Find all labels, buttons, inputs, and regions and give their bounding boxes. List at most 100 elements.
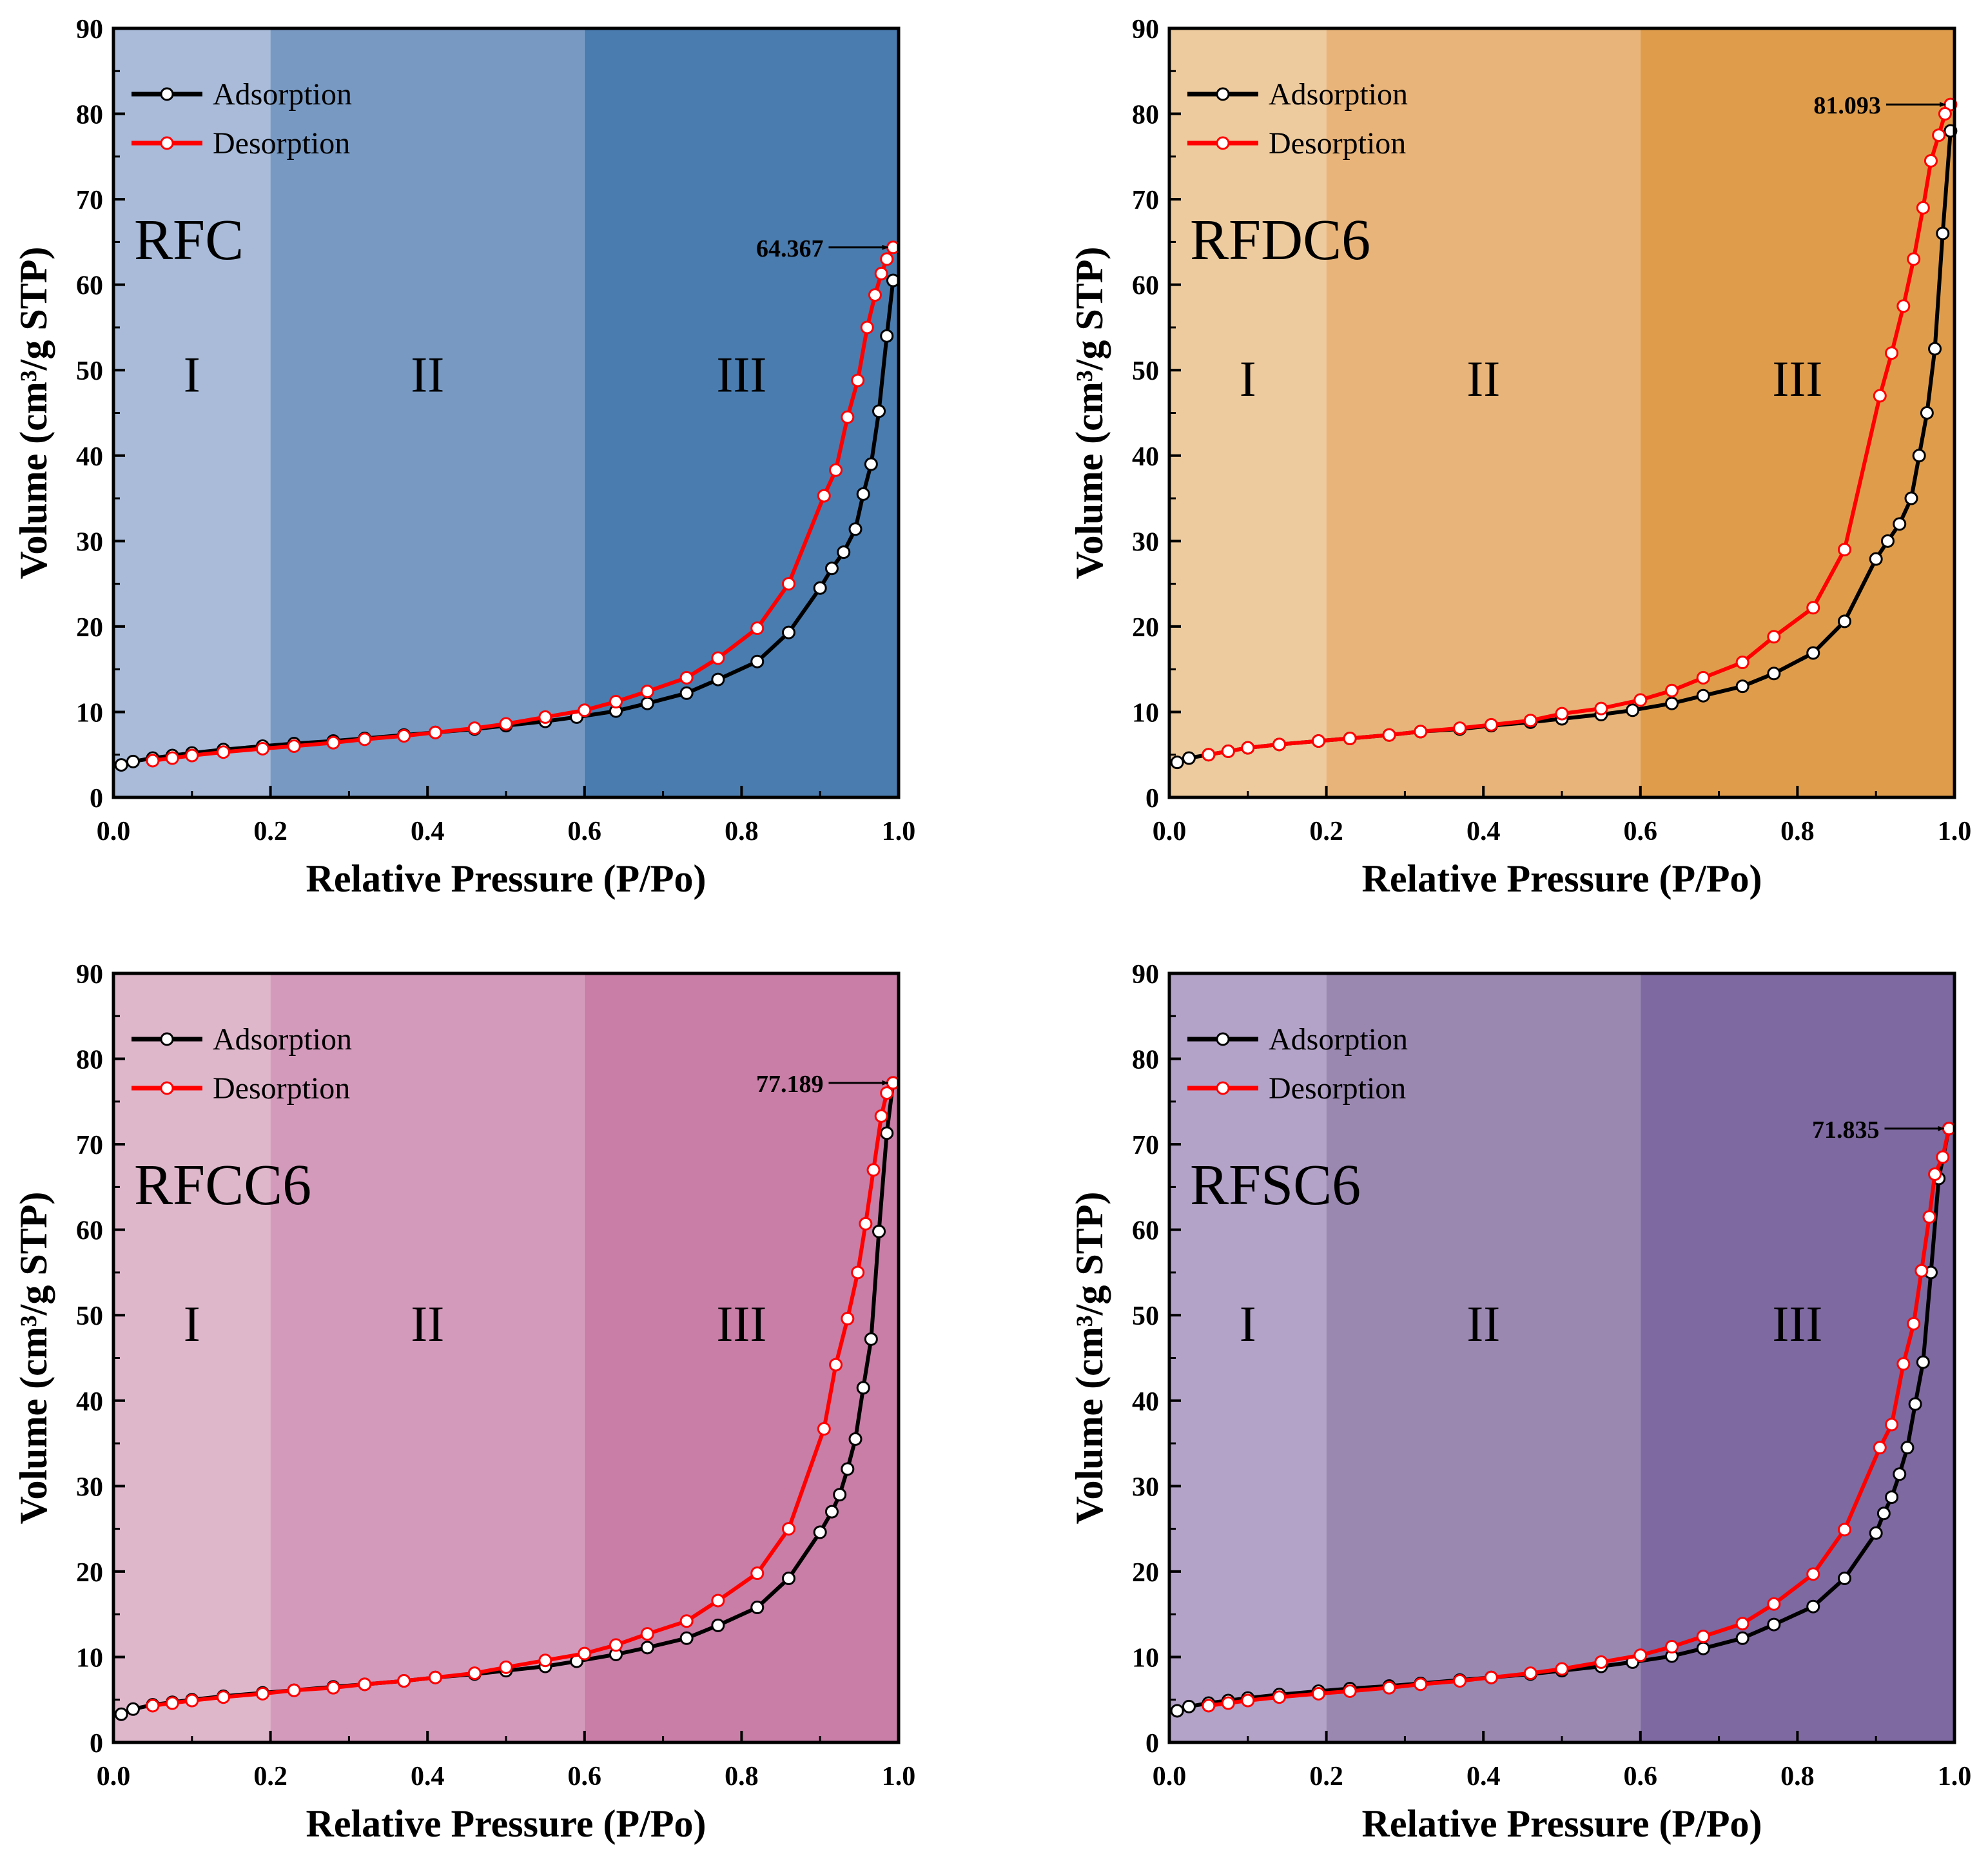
desorption-point (1885, 1418, 1899, 1432)
y-tick-label: 20 (1132, 1558, 1159, 1588)
desorption-point (1633, 1648, 1648, 1662)
y-tick-label: 70 (1132, 1131, 1159, 1160)
y-tick-label: 70 (76, 186, 103, 215)
legend-label-adsorption: Adsorption (213, 1022, 352, 1057)
desorption-point (1484, 1670, 1498, 1684)
desorption-point (146, 1699, 160, 1713)
adsorption-point (1936, 226, 1950, 240)
adsorption-point (864, 1332, 878, 1346)
y-tick-label: 20 (76, 1558, 103, 1588)
desorption-point (1938, 107, 1952, 121)
adsorption-point (781, 625, 795, 639)
desorption-point (1241, 1693, 1255, 1708)
y-tick-label: 70 (1132, 186, 1159, 215)
y-tick-label: 30 (1132, 1472, 1159, 1502)
x-tick-label: 0.0 (97, 1762, 131, 1791)
adsorption-point (824, 561, 839, 576)
y-tick-label: 50 (1132, 1302, 1159, 1331)
desorption-point (185, 748, 199, 763)
desorption-point (880, 252, 894, 266)
y-tick-label: 90 (76, 15, 103, 44)
desorption-point (841, 1312, 855, 1326)
desorption-point (851, 1265, 865, 1280)
desorption-point (874, 1109, 888, 1123)
adsorption-point (813, 581, 827, 595)
desorption-point (1915, 1263, 1929, 1278)
sample-label: RFDC6 (1190, 208, 1370, 272)
x-tick-label: 0.6 (568, 1762, 602, 1791)
y-tick-label: 30 (76, 527, 103, 557)
desorption-point (578, 703, 592, 717)
desorption-point (217, 745, 231, 759)
peak-value-label: 81.093 (1813, 92, 1881, 119)
desorption-point (538, 1653, 552, 1668)
desorption-point (841, 410, 855, 424)
adsorption-point (1904, 491, 1918, 505)
adsorption-point (1735, 1631, 1749, 1645)
region-2-band (1326, 28, 1641, 797)
desorption-point (880, 1086, 894, 1100)
region-label-2: II (1467, 1296, 1500, 1352)
y-tick-label: 60 (76, 271, 103, 301)
desorption-point (851, 373, 865, 387)
desorption-point (1453, 1674, 1467, 1688)
y-axis-title: Volume (cm³/g STP) (1068, 1192, 1111, 1525)
desorption-point (609, 1638, 623, 1652)
legend-marker-adsorption (1216, 87, 1230, 101)
region-1-band (1169, 28, 1327, 797)
desorption-point (817, 1422, 831, 1436)
y-tick-label: 80 (1132, 101, 1159, 130)
adsorption-point (711, 672, 725, 687)
desorption-point (711, 651, 725, 665)
y-tick-label: 70 (76, 1131, 103, 1160)
adsorption-point (1908, 1397, 1922, 1411)
desorption-point (1414, 725, 1428, 739)
desorption-point (829, 463, 843, 477)
x-tick-label: 0.2 (1309, 817, 1343, 846)
desorption-point (1311, 734, 1325, 748)
y-tick-label: 60 (1132, 1216, 1159, 1246)
y-axis-title: Volume (cm³/g STP) (12, 1192, 55, 1525)
adsorption-point (1696, 688, 1710, 703)
desorption-point (859, 1216, 873, 1231)
adsorption-point (813, 1525, 827, 1539)
region-3-band (584, 973, 899, 1742)
adsorption-point (841, 1462, 855, 1476)
y-tick-label: 50 (76, 356, 103, 386)
desorption-point (1928, 1167, 1942, 1182)
legend-marker-desorption (1216, 1081, 1230, 1095)
region-1-band (113, 28, 271, 797)
region-1-band (1169, 973, 1327, 1742)
x-axis-title: Relative Pressure (P/Po) (1362, 1802, 1762, 1845)
desorption-point (1382, 1681, 1396, 1695)
adsorption-point (1170, 1704, 1184, 1718)
y-tick-label: 60 (1132, 271, 1159, 301)
desorption-point (538, 710, 552, 724)
adsorption-point (1880, 534, 1895, 548)
adsorption-point (833, 1488, 847, 1502)
x-tick-label: 0.6 (1624, 817, 1658, 846)
desorption-point (781, 577, 795, 591)
x-tick-label: 0.4 (411, 1762, 445, 1791)
region-2-band (270, 28, 585, 797)
region-label-1: I (184, 346, 200, 402)
desorption-point (467, 1666, 482, 1681)
desorption-point (640, 685, 654, 699)
desorption-point (817, 489, 831, 503)
y-tick-label: 90 (1132, 960, 1159, 990)
x-tick-label: 0.2 (253, 1762, 287, 1791)
adsorption-point (1182, 1699, 1196, 1713)
desorption-point (326, 1681, 340, 1695)
desorption-point (467, 721, 482, 736)
desorption-point (428, 1670, 442, 1684)
y-tick-label: 90 (1132, 15, 1159, 44)
desorption-point (750, 621, 765, 636)
adsorption-point (1912, 449, 1926, 463)
desorption-point (1936, 1150, 1950, 1164)
desorption-point (750, 1566, 765, 1581)
y-tick-label: 10 (1132, 1643, 1159, 1673)
desorption-point (866, 1163, 881, 1177)
adsorption-point (1893, 517, 1907, 531)
legend-label-adsorption: Adsorption (1269, 77, 1408, 112)
